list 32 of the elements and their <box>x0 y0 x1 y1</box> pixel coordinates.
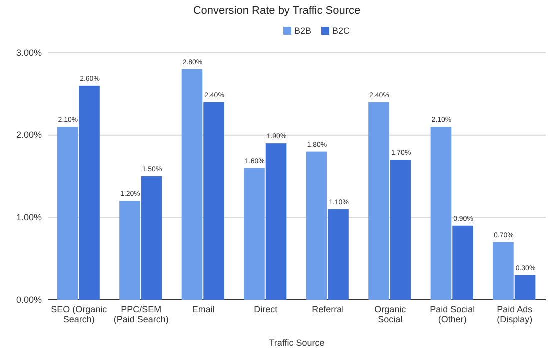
bar <box>204 102 224 300</box>
bar <box>306 152 328 300</box>
x-tick-label: Direct <box>254 304 278 314</box>
bar <box>452 226 474 300</box>
bar <box>493 242 514 300</box>
y-tick-label: 0.00% <box>16 294 42 305</box>
bar <box>79 86 100 300</box>
bar <box>430 127 452 300</box>
bar <box>57 127 78 300</box>
x-tick-label: SEO (Organic Search) <box>51 304 108 325</box>
bar <box>328 209 349 300</box>
chart-title: Conversion Rate by Traffic Source <box>193 5 361 17</box>
bar <box>514 275 536 300</box>
y-tick-label: 3.00% <box>16 48 42 58</box>
bar <box>244 168 265 300</box>
bar <box>182 69 203 300</box>
x-tick-label: Paid Social (Other) <box>430 304 476 325</box>
bar <box>141 176 162 300</box>
y-tick-label: 1.00% <box>16 212 42 223</box>
x-tick-label: Email <box>192 304 215 314</box>
x-axis-title: Traffic Source <box>269 338 325 348</box>
bar <box>266 144 287 300</box>
x-tick-label: Referral <box>312 304 344 314</box>
x-tick-label: Organic Social <box>374 304 407 325</box>
legend-label: B2B <box>294 26 312 36</box>
bar <box>120 201 140 300</box>
x-tick-label: Paid Ads (Display) <box>497 304 534 325</box>
bar <box>368 102 390 300</box>
bar <box>390 160 412 300</box>
legend-label: B2C <box>332 26 351 36</box>
y-tick-label: 2.00% <box>16 130 42 140</box>
x-tick-label: PPC/SEM (Paid Search) <box>114 304 169 325</box>
